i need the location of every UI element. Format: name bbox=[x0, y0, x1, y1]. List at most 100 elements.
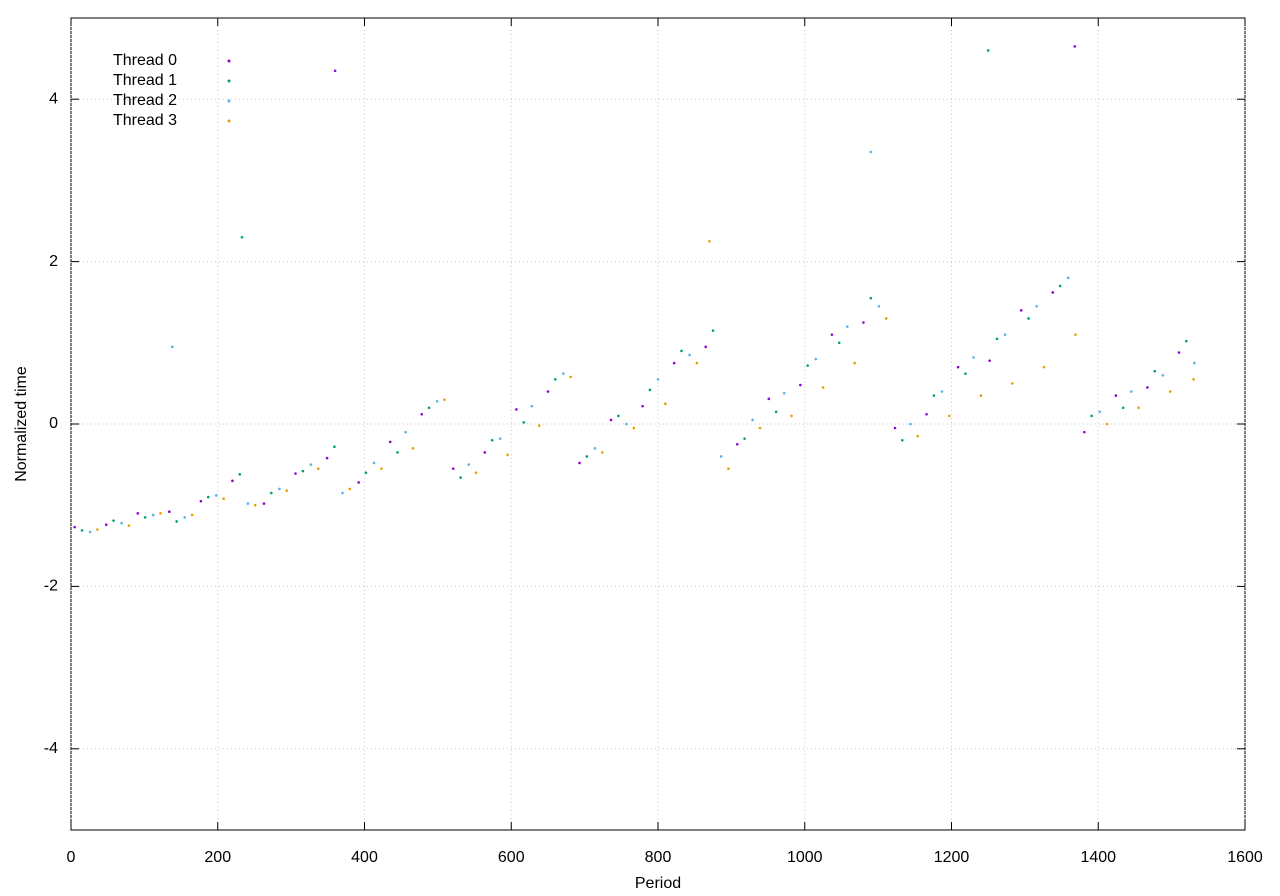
point bbox=[1121, 406, 1125, 410]
point bbox=[837, 341, 841, 345]
x-tick-label: 400 bbox=[351, 849, 378, 866]
point bbox=[1168, 390, 1172, 393]
x-axis-label: Period bbox=[635, 875, 681, 892]
point bbox=[1137, 406, 1140, 410]
point bbox=[270, 491, 273, 495]
point bbox=[333, 445, 336, 449]
point bbox=[672, 361, 676, 365]
point bbox=[1042, 365, 1046, 369]
point bbox=[869, 296, 873, 300]
point bbox=[506, 453, 509, 457]
x-tick-label: 1000 bbox=[787, 849, 823, 866]
point bbox=[719, 455, 723, 458]
point bbox=[1146, 386, 1149, 389]
point bbox=[806, 364, 809, 367]
point bbox=[168, 510, 171, 513]
point bbox=[380, 467, 383, 470]
y-tick-label: 0 bbox=[49, 415, 58, 432]
y-tick-label: 4 bbox=[49, 90, 58, 107]
point bbox=[758, 426, 762, 430]
point bbox=[774, 410, 778, 414]
point bbox=[238, 473, 242, 476]
point bbox=[988, 359, 991, 362]
point bbox=[206, 495, 210, 499]
point bbox=[483, 451, 487, 454]
point bbox=[964, 372, 967, 375]
point bbox=[593, 447, 597, 450]
point bbox=[372, 461, 376, 465]
x-tick-label: 1400 bbox=[1080, 849, 1116, 866]
legend-label: Thread 1 bbox=[113, 72, 177, 89]
point bbox=[1051, 291, 1055, 294]
point bbox=[170, 345, 174, 349]
legend-marker bbox=[227, 119, 231, 123]
point bbox=[553, 378, 557, 381]
x-tick-label: 1200 bbox=[934, 849, 970, 866]
point bbox=[1066, 276, 1070, 280]
point bbox=[799, 383, 802, 387]
point bbox=[901, 438, 904, 442]
point bbox=[80, 529, 84, 532]
point bbox=[183, 516, 187, 519]
point bbox=[617, 414, 620, 418]
point bbox=[443, 398, 446, 401]
point bbox=[459, 476, 462, 479]
point bbox=[151, 513, 155, 517]
point bbox=[877, 304, 881, 308]
point bbox=[240, 235, 244, 239]
point bbox=[246, 502, 250, 505]
point bbox=[112, 519, 115, 522]
point bbox=[411, 447, 415, 450]
point bbox=[96, 528, 99, 531]
point bbox=[451, 467, 455, 470]
point bbox=[309, 463, 313, 466]
point bbox=[1098, 410, 1102, 414]
point bbox=[821, 386, 825, 389]
point bbox=[695, 361, 699, 365]
point bbox=[1161, 373, 1165, 377]
legend-marker bbox=[227, 99, 231, 103]
point bbox=[1019, 309, 1023, 312]
point bbox=[979, 394, 983, 397]
point bbox=[1073, 45, 1077, 48]
point bbox=[735, 443, 739, 446]
point bbox=[782, 391, 786, 395]
point bbox=[498, 437, 502, 440]
point bbox=[1083, 430, 1086, 434]
point bbox=[1193, 361, 1196, 365]
point bbox=[1177, 351, 1181, 354]
point bbox=[893, 426, 897, 430]
point bbox=[88, 530, 92, 534]
point bbox=[790, 414, 793, 418]
point bbox=[648, 388, 652, 392]
point bbox=[474, 471, 478, 475]
point bbox=[143, 516, 147, 519]
point bbox=[341, 491, 344, 495]
point bbox=[404, 430, 407, 434]
point bbox=[600, 451, 604, 454]
x-tick-label: 600 bbox=[498, 849, 525, 866]
point bbox=[562, 372, 565, 375]
y-tick-label: -2 bbox=[44, 578, 58, 595]
point bbox=[515, 408, 518, 411]
point bbox=[214, 494, 218, 497]
x-tick-label: 200 bbox=[204, 849, 231, 866]
point bbox=[136, 512, 140, 515]
point bbox=[316, 467, 320, 470]
point bbox=[1003, 333, 1007, 336]
point bbox=[932, 394, 936, 397]
point bbox=[190, 513, 194, 517]
point bbox=[814, 357, 818, 361]
point bbox=[120, 521, 123, 525]
point bbox=[947, 414, 951, 418]
point bbox=[884, 317, 888, 320]
point bbox=[751, 418, 754, 422]
point bbox=[467, 463, 470, 466]
point bbox=[537, 424, 541, 427]
point bbox=[727, 467, 730, 470]
point bbox=[175, 520, 178, 523]
point bbox=[711, 329, 715, 332]
y-axis-label: Normalized time bbox=[13, 366, 30, 482]
